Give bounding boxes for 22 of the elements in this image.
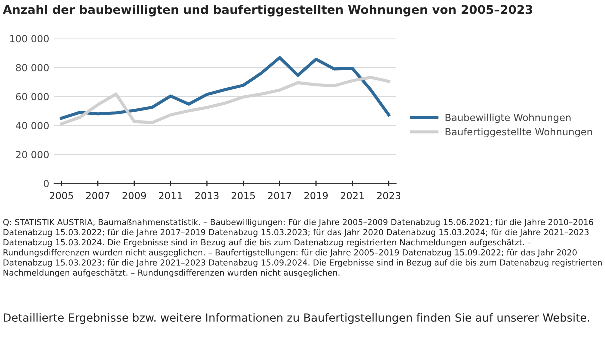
x-tick-label: 2009 (122, 192, 146, 200)
y-tick-label: 80 000 (16, 64, 49, 72)
x-tick-label: 2007 (86, 192, 110, 200)
y-tick-label: 0 (44, 180, 49, 188)
y-tick-label: 60 000 (16, 93, 49, 101)
x-tick-label: 2013 (196, 192, 219, 200)
x-tick-label: 2011 (159, 192, 182, 200)
x-tick-label: 2015 (232, 192, 256, 200)
y-tick-label: 40 000 (16, 122, 49, 130)
x-tick-label: 2023 (377, 192, 401, 200)
y-tick-label: 20 000 (16, 151, 49, 159)
x-tick-label: 2005 (50, 192, 74, 200)
line-series (60, 56, 391, 120)
x-tick-label: 2021 (340, 192, 364, 200)
text: Q: STATISTIK AUSTRIA, Baumaßnahmenstatistik. – Baubewilligungen: Für die Jahre 2005–2009 Datenabzug 15.06.2021; für die Jahre 2010–2016 Datenabzug 15.03.2022; für die Jahre 2017–2019 Datenabzug 15.03.2023; für das Jahr 2020 Datenabzug 15.03.2024; für die Jahre 2021–2023 Datenabzug 15.03.2024. Die Ergebnisse sind in Bezug auf die bis zum Datenabzug registrierten Nachmeldungen aufgeschätzt. – Rundungsdifferenzen wurden nicht ausgeglichen. – Baufertigstellungen: für die Jahre 2005–2019 Datenabzug 15.09.2022; für das Jahr 2020 Datenabzug 15.03.2023; für die Jahre 2021–2023 Datenabzug 15.09.2024. Die Ergebnisse sind in Bezug auf die bis zum Datenabzug registrierten Nachmeldungen aufgeschätzt. – Rundungsdifferenzen wurden nicht ausgeglichen. (3, 219, 602, 278)
x-tick-label: 2019 (304, 192, 328, 200)
y-tick-label: 100 000 (10, 35, 49, 43)
legend-label: Baubewilligte Wohnungen (446, 114, 571, 124)
legend-label: Baufertiggestellte Wohnungen (446, 128, 592, 138)
text: Detaillierte Ergebnisse bzw. weitere Informationen zu Baufertigstellungen finden Sie auf unserer Website. (4, 313, 590, 324)
x-tick-label: 2017 (268, 192, 292, 200)
chart-title: Anzahl der baubewilligten und baufertiggestellten Wohnungen von 2005–2023 (3, 5, 532, 17)
